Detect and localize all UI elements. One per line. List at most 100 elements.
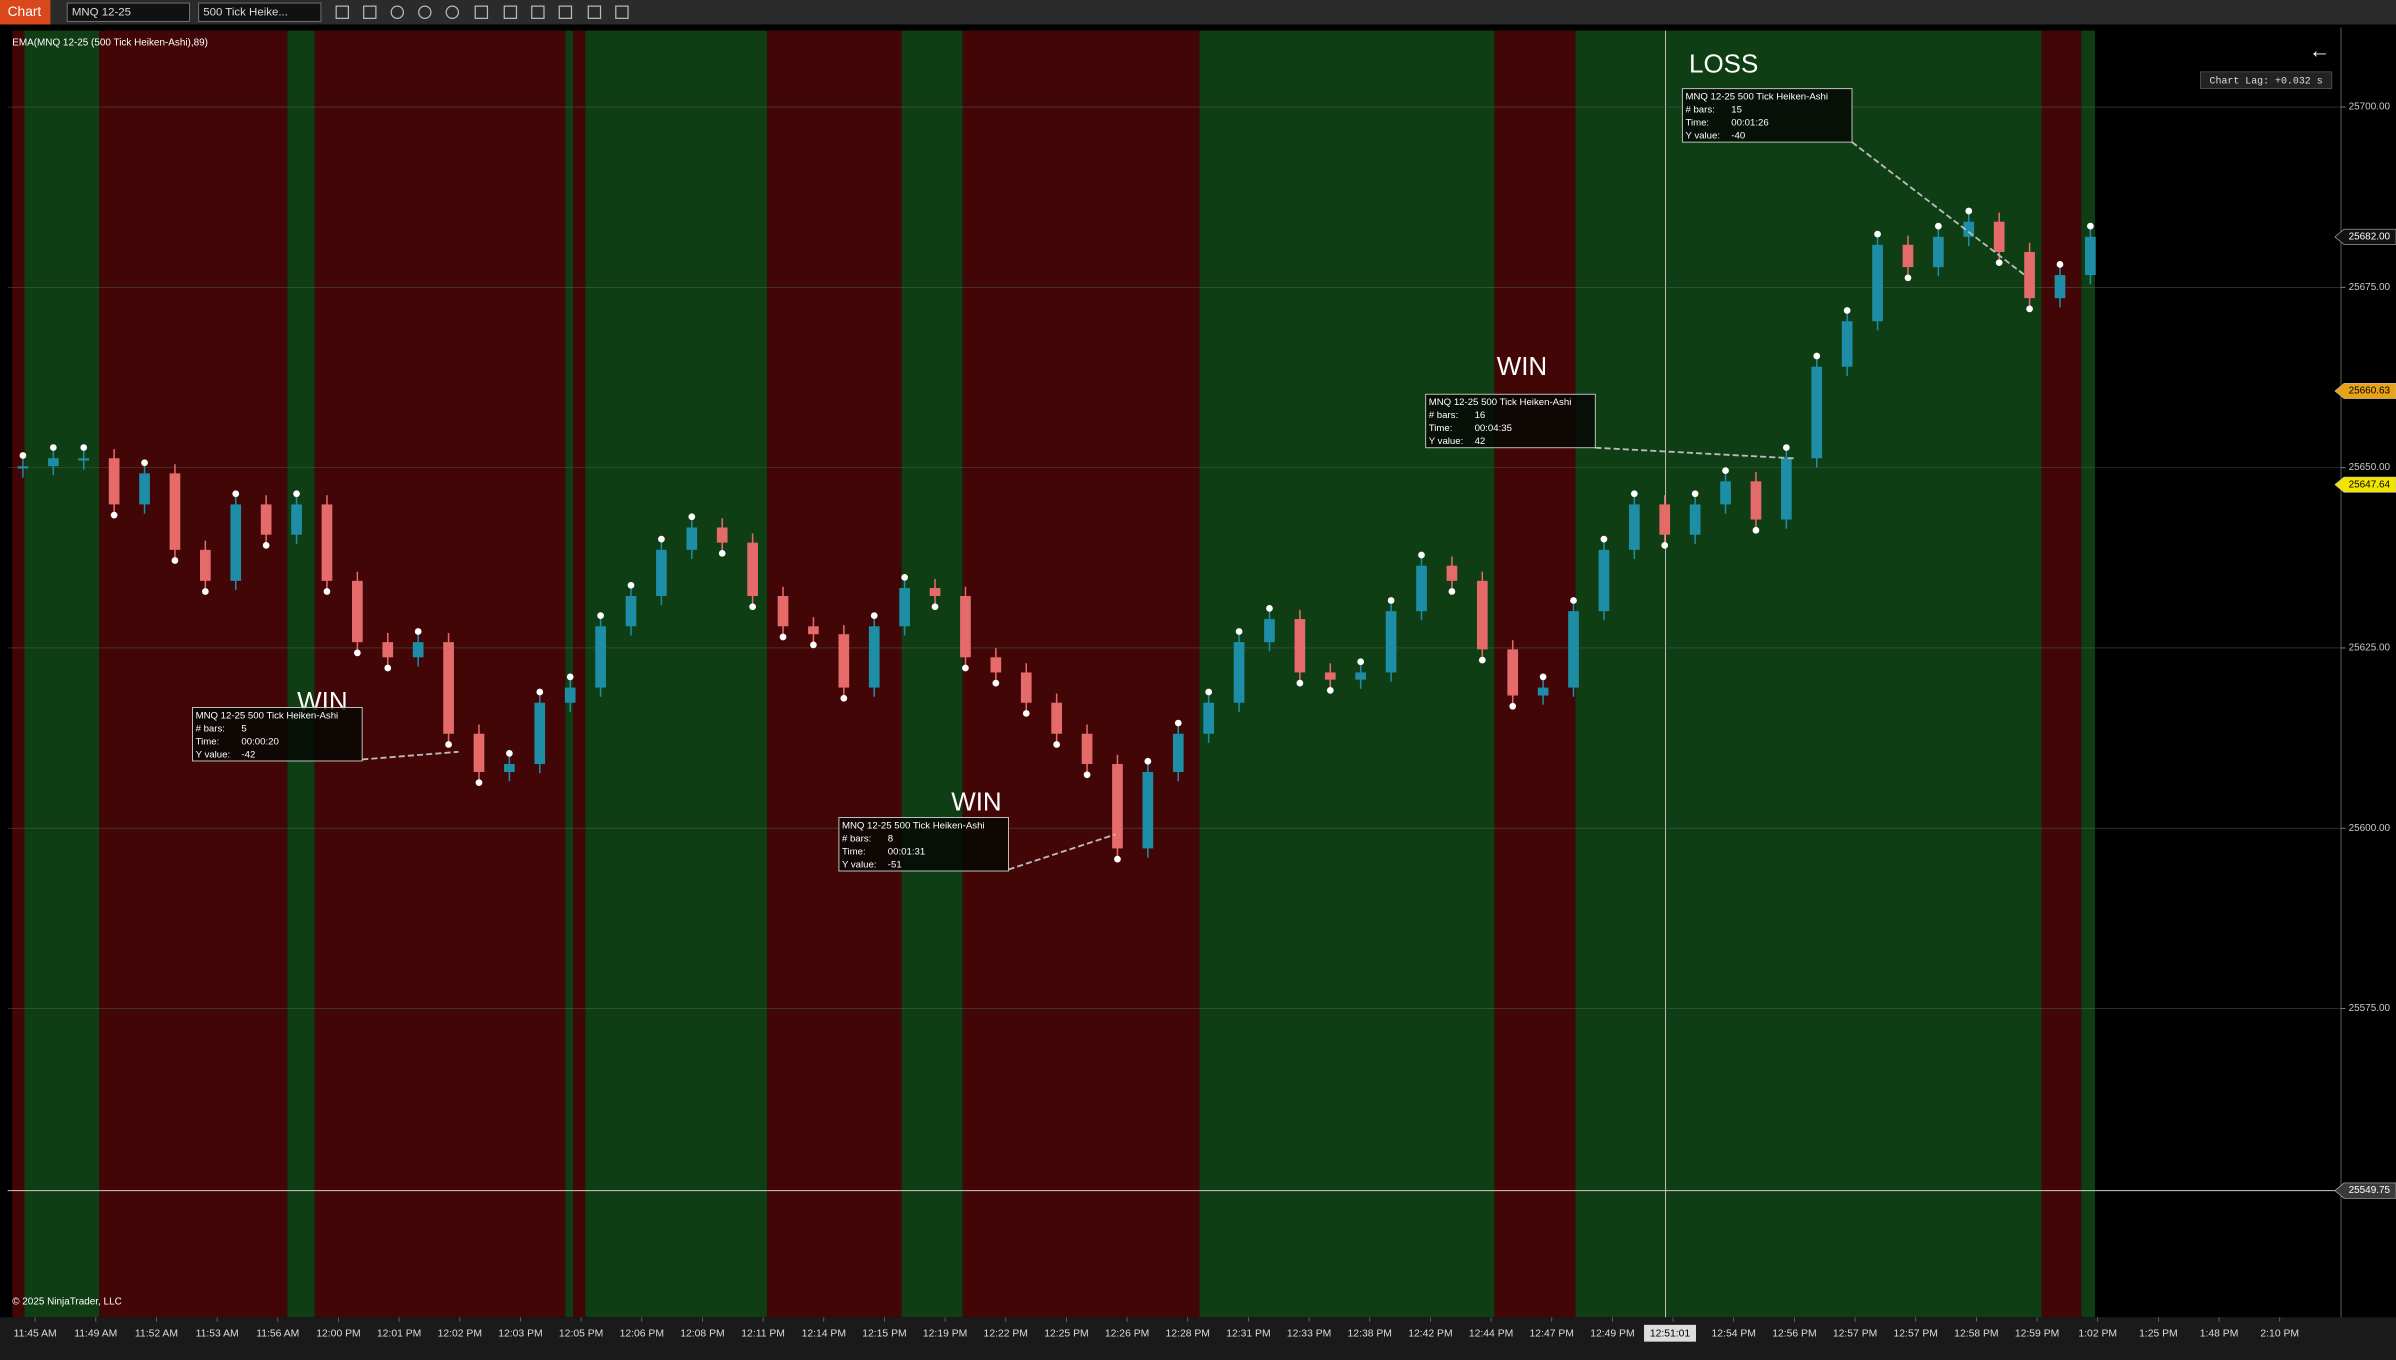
x-tick-label: 12:42 PM [1408,1329,1452,1340]
candle-body [1264,619,1275,643]
x-tick-label: 12:26 PM [1105,1329,1149,1340]
trade-result: WIN [951,787,1001,817]
measure-text: MNQ 12-25 500 Tick Heiken-Ashi [842,820,985,831]
measure-text: # bars: [842,833,871,844]
measure-text: # bars: [1429,410,1458,421]
close-dot [262,542,270,549]
x-tick-label: 12:00 PM [316,1329,360,1340]
candle-body [1172,733,1184,772]
candle-body [1355,672,1367,680]
close-dot [1296,679,1304,687]
x-tick-label: 12:05 PM [559,1329,603,1340]
candle-body [17,466,29,469]
chart-tab[interactable] [0,0,51,25]
x-tick-label: 12:44 PM [1469,1329,1513,1340]
close-dot [1448,588,1456,595]
close-dot [1205,688,1213,696]
candle-body [716,527,728,543]
x-tick-label: 12:22 PM [984,1329,1028,1340]
measure-text: 00:00:20 [241,736,278,747]
measure-text: Time: [196,736,220,747]
chart-tab-label[interactable]: Chart [8,4,42,19]
close-dot [1843,307,1851,314]
instrument-label[interactable]: MNQ 12-25 [72,6,131,18]
candle-body [1963,221,1975,237]
x-tick-label: 1:25 PM [2139,1329,2178,1340]
candle-body [473,733,485,772]
close-dot [201,588,209,595]
bar-type-label[interactable]: 500 Tick Heike... [203,6,288,18]
y-tick-label: 25650.00 [2349,462,2391,473]
x-tick-label: 12:31 PM [1226,1329,1270,1340]
tool-icon[interactable] [615,5,629,19]
price-marker-label: 25549.75 [2349,1185,2391,1196]
candle-body [686,527,698,550]
measure-text: Y value: [196,749,231,760]
y-tick-label: 25675.00 [2349,282,2391,293]
measure-text: -51 [888,859,902,870]
close-dot [901,574,908,581]
close-dot [323,588,331,595]
trade-result: LOSS [1689,49,1758,79]
trade-band [12,30,25,1318]
measure-box [1681,88,1853,143]
x-tick-label: 11:45 AM [14,1329,57,1340]
measure-text: Time: [1685,118,1709,129]
candle-body [1081,733,1093,765]
x-tick-label: 12:54 PM [1712,1329,1756,1340]
close-dot [1722,467,1729,474]
x-tick-label: 12:08 PM [680,1329,724,1340]
close-dot [1874,230,1881,238]
tool-icon[interactable] [531,5,545,19]
tool-icon[interactable] [390,5,405,19]
close-dot [1144,757,1152,765]
candle-body [412,642,424,658]
trade-band [573,30,586,1318]
measure-text: # bars: [1685,105,1714,116]
instrument-select[interactable] [66,2,190,22]
bar-type-select[interactable] [198,2,322,22]
measure-text: -40 [1731,131,1745,142]
cursor-time-label: 12:51:01 [1650,1329,1691,1340]
x-tick-label: 12:56 PM [1772,1329,1816,1340]
price-marker-label: 25660.63 [2349,386,2391,397]
close-dot [840,694,848,702]
close-dot [141,459,148,467]
measure-text: 00:01:26 [1731,118,1768,129]
tool-icon[interactable] [363,5,377,19]
trade-band [2041,30,2082,1318]
trade-band [1199,30,1495,1318]
close-dot [566,673,574,681]
x-tick-label: 12:03 PM [498,1329,542,1340]
candle-body [868,626,880,688]
candle-body [1811,366,1823,459]
close-dot [1904,274,1912,282]
tool-icon[interactable] [445,5,460,19]
close-dot [171,557,179,564]
close-dot [1266,605,1273,612]
close-dot [232,490,240,498]
back-arrow[interactable]: ← [2309,39,2330,63]
tool-icon[interactable] [474,5,489,19]
close-dot [1418,551,1425,559]
close-dot [749,603,756,611]
x-tick-label: 12:59 PM [2015,1329,2059,1340]
tool-icon[interactable] [558,5,573,19]
candle-body [504,764,515,772]
candle-body [960,595,971,658]
close-dot [1114,855,1121,863]
tool-icon[interactable] [503,5,518,19]
close-dot [1630,490,1638,498]
trade-band [287,30,315,1318]
close-dot [779,633,787,641]
close-dot [931,603,939,611]
x-tick-label: 12:57 PM [1894,1329,1938,1340]
tool-icon[interactable] [418,5,432,19]
tool-icon[interactable] [335,5,350,19]
candle-body [78,458,90,461]
candle-body [1203,702,1215,734]
tool-icon[interactable] [587,5,602,19]
candle-body [747,542,758,596]
